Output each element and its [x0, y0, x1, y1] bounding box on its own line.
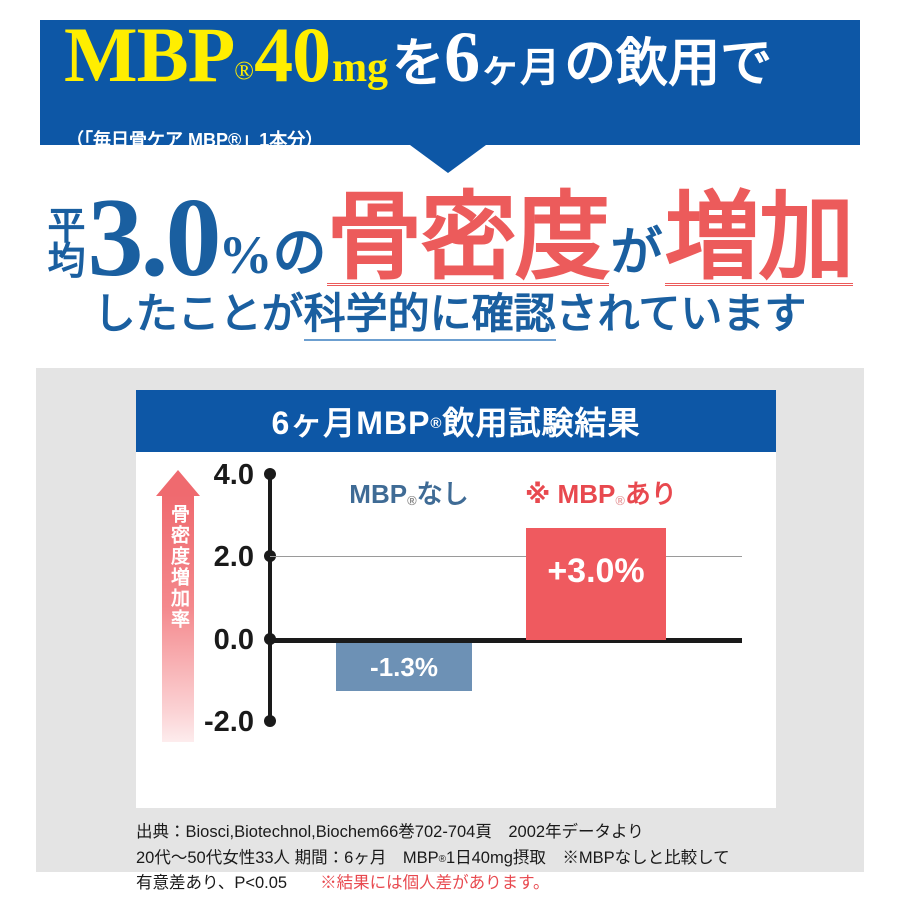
category-with-mbp-registered-icon: ®	[615, 493, 625, 508]
footnote-line-2-a: 20代〜50代女性33人 期間：6ヶ月 MBP	[136, 848, 439, 867]
headline-banner: MBP ® 40 mg を 6 ヶ月 の飲用で （「毎日骨ケア MBP®」1本分）	[40, 16, 860, 150]
chart-panel: 6ヶ月MBP ® 飲用試験結果 骨密度増加率 4.0	[136, 390, 776, 808]
category-label-with-mbp: ※ MBP®あり	[508, 474, 694, 511]
y-axis-title: 骨密度増加率	[168, 504, 189, 630]
dose-number: 40	[254, 11, 331, 98]
chart-footnote: 出典：Biosci,Biotechnol,Biochem66巻702-704頁 …	[136, 820, 836, 897]
y-tick-label-2: 2.0	[213, 541, 254, 573]
headline-particle-ga: が	[610, 225, 663, 282]
banner-main-line: MBP ® 40 mg を 6 ヶ月 の飲用で	[64, 16, 772, 94]
category-label-no-mbp-brand: MBP	[349, 479, 408, 509]
dose-unit: mg	[332, 45, 389, 91]
bar-no-mbp-value: -1.3%	[370, 651, 438, 682]
bone-density-rate-arrow: 骨密度増加率	[156, 470, 200, 742]
brand-name: MBP	[64, 11, 235, 98]
headline-emphasis-increase: 増加	[664, 183, 855, 291]
arrow-body	[162, 495, 194, 742]
duration-number: 6	[444, 17, 481, 97]
footnote-line-3-a: 有意差あり、P<0.05	[136, 874, 321, 893]
chart-title-registered-icon: ®	[430, 414, 443, 432]
chart-title-suffix: 飲用試験結果	[442, 405, 641, 441]
category-label-with-mbp-suffix: あり	[624, 479, 677, 509]
y-tick-dot-4	[264, 468, 276, 480]
category-label-no-mbp: MBP®なし	[314, 474, 504, 511]
sub-headline: したことが科学的に確認されています	[0, 292, 900, 341]
category-label-no-mbp-suffix: なし	[416, 479, 469, 509]
bar-with-mbp-value: +3.0%	[547, 552, 645, 590]
footnote-disclaimer: ※結果には個人差があります。	[320, 874, 550, 893]
bar-no-mbp: -1.3%	[336, 643, 472, 691]
zero-line	[270, 638, 742, 643]
sub-headline-post: されています	[555, 292, 807, 338]
chart-plot-area: 骨密度増加率 4.0 2.0 0.0 -2.	[136, 452, 776, 808]
y-tick-label-neg2: -2.0	[204, 706, 254, 738]
chart-card: 6ヶ月MBP ® 飲用試験結果 骨密度増加率 4.0	[36, 368, 864, 892]
gridline-2	[270, 556, 742, 557]
banner-subcaption: （「毎日骨ケア MBP®」1本分）	[66, 130, 324, 150]
footnote-line-2: 20代〜50代女性33人 期間：6ヶ月 MBP®1日40mg摂取 ※MBPなしと…	[136, 846, 836, 872]
arrow-head-icon	[156, 470, 200, 496]
duration-unit: ヶ月	[480, 45, 561, 90]
average-label-char1: 平	[47, 206, 86, 249]
chart-title-prefix: 6ヶ月MBP	[271, 405, 431, 441]
y-tick-label-4: 4.0	[213, 459, 254, 491]
banner-tail-text: の飲用で	[564, 36, 773, 93]
y-axis-line	[268, 474, 272, 722]
average-label-char2: 均	[47, 241, 86, 284]
headline-emphasis-bone-density: 骨密度	[326, 183, 611, 291]
banner-notch-triangle	[410, 145, 486, 173]
footnote-line-3: 有意差あり、P<0.05 ※結果には個人差があります。	[136, 871, 836, 897]
asterisk-marker-icon: ※	[525, 479, 558, 509]
sub-headline-pre: したことが	[93, 292, 304, 338]
average-label: 平 均	[47, 206, 86, 284]
main-headline: 平 均 3.0% の骨密度が増加	[0, 168, 900, 300]
headline-particle-no: の	[272, 223, 327, 283]
headline-value: 3.0	[87, 175, 222, 300]
y-tick-label-0: 0.0	[213, 624, 254, 656]
footnote-registered-icon: ®	[438, 853, 446, 865]
category-no-mbp-registered-icon: ®	[407, 493, 417, 508]
registered-mark-icon: ®	[234, 56, 255, 85]
footnote-line-2-b: 1日40mg摂取 ※MBPなしと比較して	[445, 848, 730, 867]
particle-wo: を	[392, 36, 445, 93]
category-label-with-mbp-brand: MBP	[557, 479, 616, 509]
y-tick-dot-neg2	[264, 715, 276, 727]
bar-with-mbp	[526, 528, 666, 640]
headline-percent: %	[218, 225, 273, 285]
sub-headline-underlined: 科学的に確認	[303, 292, 556, 341]
chart-title-bar: 6ヶ月MBP ® 飲用試験結果	[136, 390, 776, 452]
footnote-line-1: 出典：Biosci,Biotechnol,Biochem66巻702-704頁 …	[136, 823, 644, 841]
